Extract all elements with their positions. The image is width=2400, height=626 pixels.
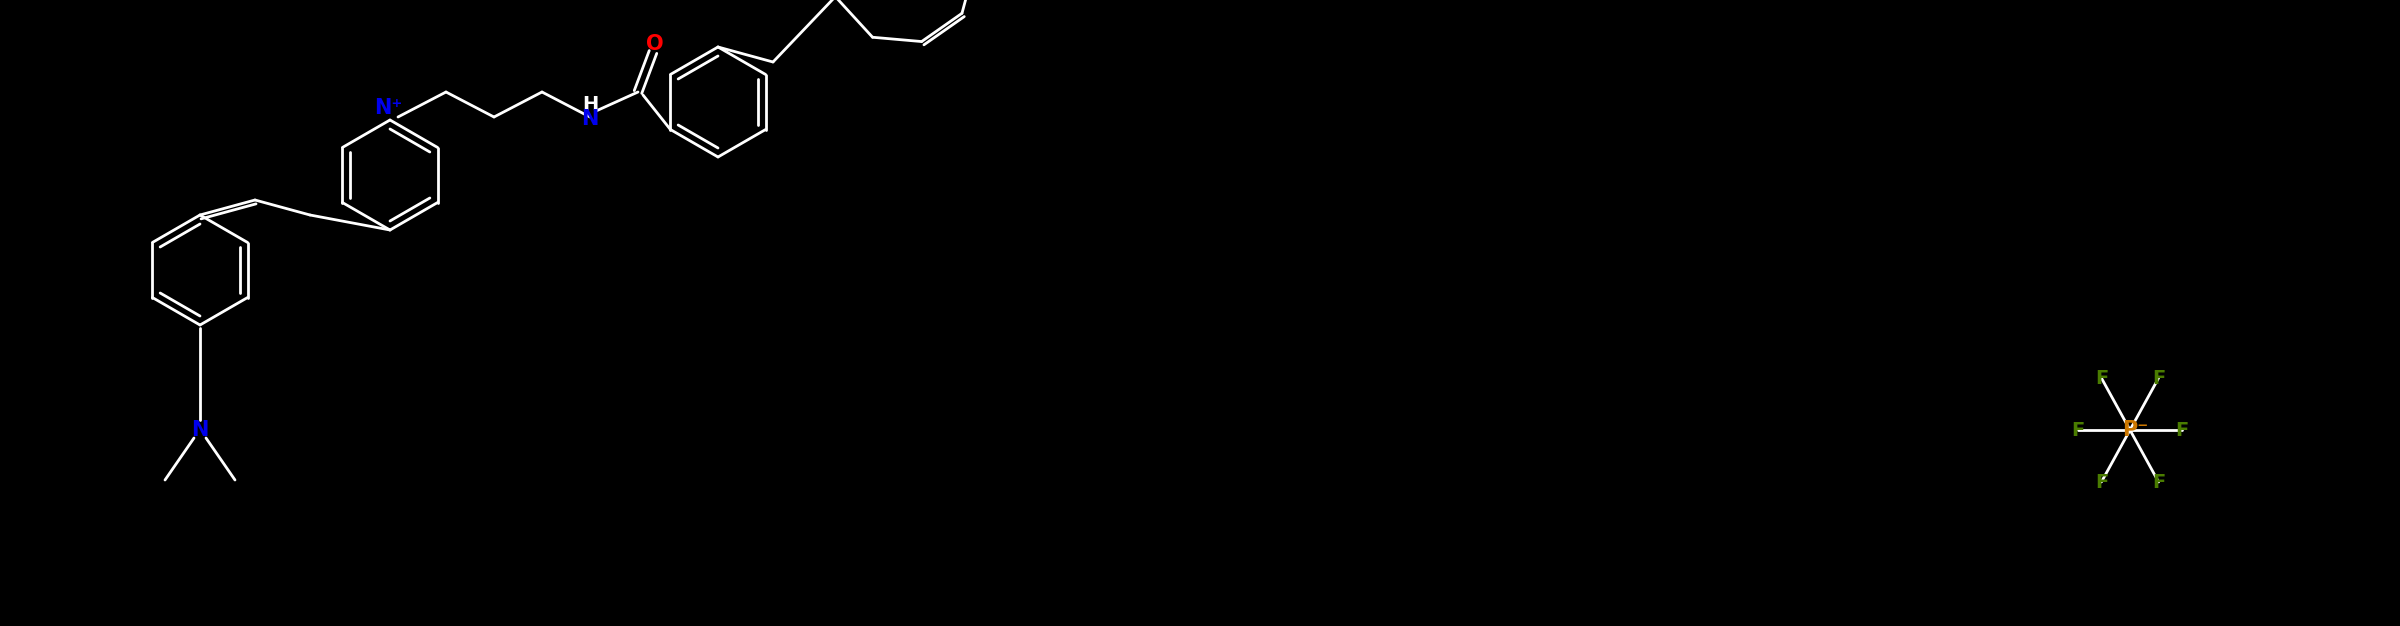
Text: N⁺: N⁺: [374, 98, 403, 118]
Text: F: F: [2174, 421, 2189, 439]
Text: F: F: [2153, 473, 2165, 491]
Text: O: O: [646, 34, 665, 54]
Text: F: F: [2095, 369, 2107, 387]
Text: P⁻: P⁻: [2122, 420, 2148, 440]
Text: F: F: [2071, 421, 2086, 439]
Text: H: H: [581, 96, 598, 115]
Text: N: N: [192, 420, 209, 440]
Text: F: F: [2095, 473, 2107, 491]
Text: N: N: [581, 109, 598, 129]
Text: F: F: [2153, 369, 2165, 387]
